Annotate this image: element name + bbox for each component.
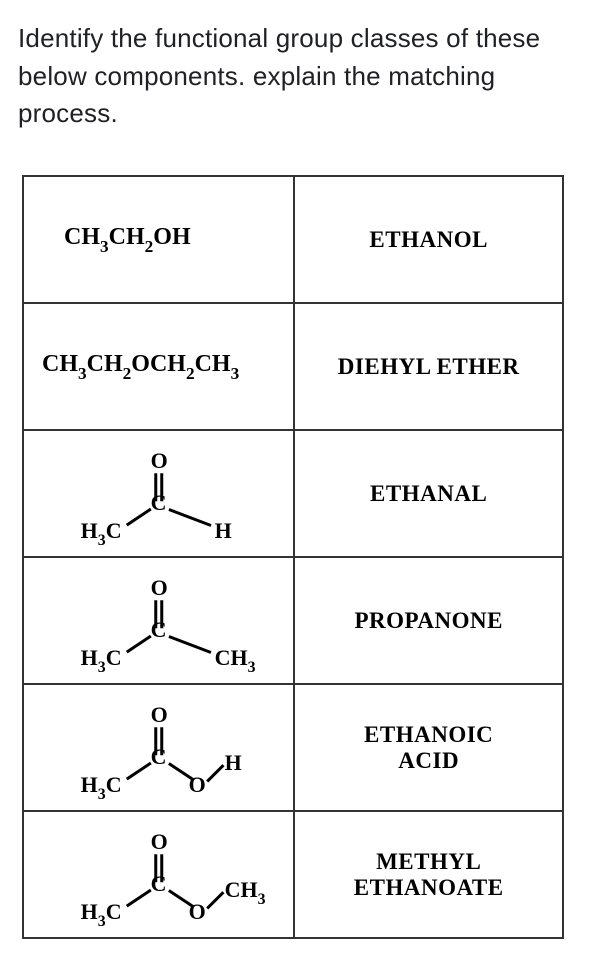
formula-cell: OC H3C CH3 [23,557,294,684]
skeletal-structure: OC H3C CH3 [73,571,253,671]
carbon-atom: C [151,746,167,768]
right-group: H [215,520,232,542]
compound-name-line1: ETHANOIC [305,722,552,748]
single-bond [168,508,211,526]
oxygen-atom: O [151,577,168,599]
carbon-atom: C [151,873,167,895]
oxygen-atom: O [151,831,168,853]
left-group: H3C [81,647,122,674]
left-group: H3C [81,774,122,801]
table-row: CH3CH2OH ETHANOL [23,176,563,303]
single-bond [168,635,211,653]
single-bond [126,762,151,780]
table-row: OC H3C CH3 PROPANONE [23,557,563,684]
table-row: OCH3COHETHANOICACID [23,684,563,811]
oxygen-atom: O [151,704,168,726]
name-cell: ETHANOL [294,176,563,303]
left-group: H3C [81,901,122,928]
carbon-atom: C [151,619,167,641]
compound-table: CH3CH2OH ETHANOL CH3CH2OCH2CH3 DIEHYL ETHER… [22,175,564,939]
skeletal-structure: OCH3COH [73,698,253,798]
single-bond [206,764,224,782]
table-row: OC H3C H ETHANAL [23,430,563,557]
name-cell: DIEHYL ETHER [294,303,563,430]
bridge-oxygen: O [189,774,206,796]
bridge-oxygen: O [189,901,206,923]
linear-formula: CH3CH2OCH2CH3 [42,351,239,377]
question-text: Identify the functional group classes of… [18,20,573,133]
formula-cell: CH3CH2OCH2CH3 [23,303,294,430]
name-cell: METHYLETHANOATE [294,811,563,938]
skeletal-structure: OCH3COCH3 [73,825,253,925]
single-bond [126,508,151,526]
name-cell: PROPANONE [294,557,563,684]
compound-name-line2: ACID [305,748,552,774]
table-row: OC H3C O CH3 METHYLETHANOATE [23,811,563,938]
carbon-atom: C [151,492,167,514]
name-cell: ETHANAL [294,430,563,557]
compound-name-line1: METHYL [305,849,552,875]
single-bond [126,889,151,907]
table-row: CH3CH2OCH2CH3 DIEHYL ETHER [23,303,563,430]
name-cell: ETHANOICACID [294,684,563,811]
compound-name-line2: ETHANOATE [305,875,552,901]
right-group: H [225,752,242,774]
single-bond [206,891,224,909]
linear-formula: CH3CH2OH [64,224,191,250]
table-body: CH3CH2OH ETHANOL CH3CH2OCH2CH3 DIEHYL ETHER… [23,176,563,938]
formula-cell: CH3CH2OH [23,176,294,303]
left-group: H3C [81,520,122,547]
oxygen-atom: O [151,450,168,472]
single-bond [126,635,151,653]
formula-cell: OC H3C H [23,430,294,557]
formula-cell: OCH3COH [23,684,294,811]
right-group: CH3 [225,879,266,906]
skeletal-structure: OC H3C H [73,444,253,544]
right-group: CH3 [215,647,256,674]
formula-cell: OC H3C O CH3 [23,811,294,938]
